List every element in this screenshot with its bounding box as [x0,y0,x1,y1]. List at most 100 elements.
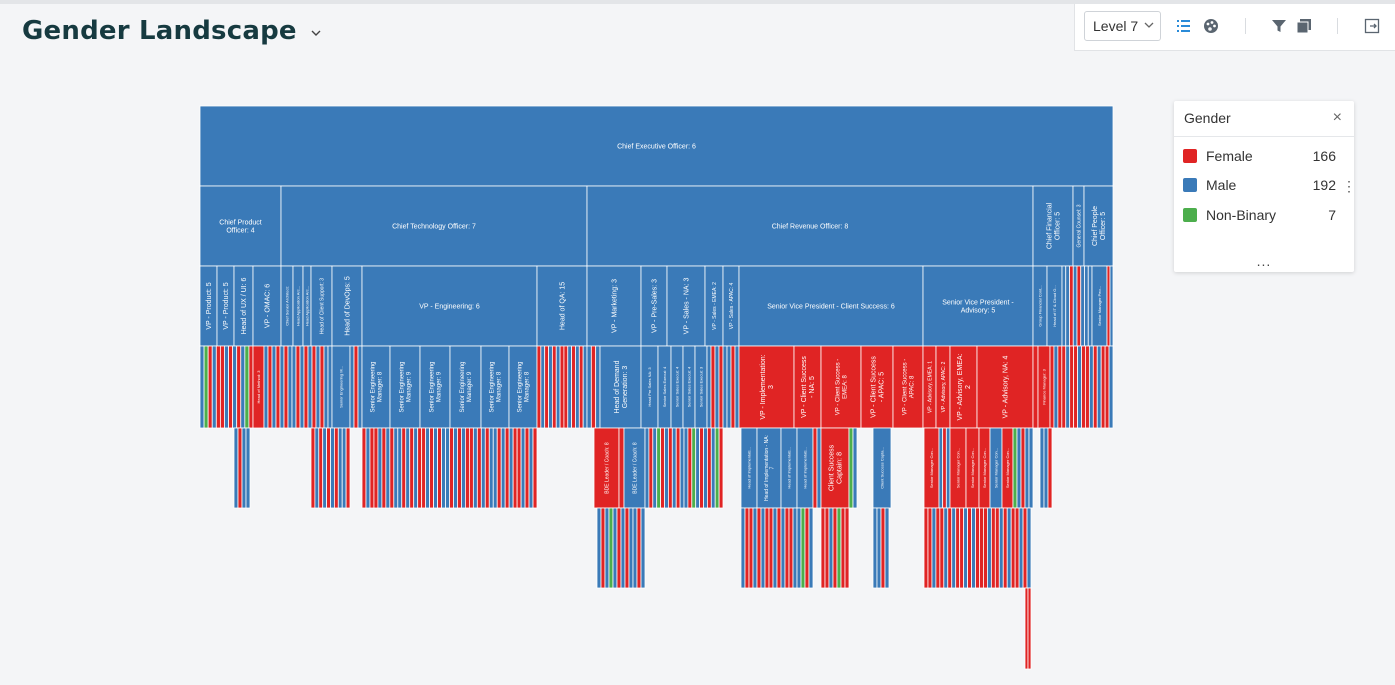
employee-leaf[interactable] [326,427,331,509]
employee-leaf[interactable] [496,427,502,509]
treemap-node-cto[interactable] [280,185,588,267]
employee-leaf[interactable] [484,427,490,509]
employee-leaf[interactable] [640,507,646,589]
employee-leaf[interactable] [935,507,941,589]
treemap-node-cfo[interactable] [1032,185,1074,267]
employee-leaf[interactable] [979,507,984,589]
treemap-node-vp-client-success-emea[interactable] [820,345,862,429]
employee-leaf[interactable] [1006,507,1012,589]
employee-leaf[interactable] [722,345,728,429]
employee-leaf[interactable] [987,507,992,589]
employee-leaf[interactable] [389,427,395,509]
employee-leaf[interactable] [1027,587,1032,670]
employee-leaf[interactable] [656,427,662,509]
employee-leaf[interactable] [322,427,328,509]
employee-leaf[interactable] [1084,265,1089,347]
treemap-node-vp-client-success-apac-5[interactable] [860,345,894,429]
layers-icon[interactable] [1295,17,1313,35]
employee-leaf[interactable] [421,427,427,509]
employee-leaf[interactable] [241,427,247,509]
employee-leaf[interactable] [1032,345,1039,429]
employee-leaf[interactable] [959,507,965,589]
employee-leaf[interactable] [668,427,673,509]
employee-leaf[interactable] [1087,265,1093,347]
employee-leaf[interactable] [687,427,693,509]
treemap-node-head-qa[interactable] [536,265,588,347]
employee-leaf[interactable] [616,507,622,589]
export-icon[interactable] [1363,17,1381,35]
employee-leaf[interactable] [820,507,826,589]
employee-leaf[interactable] [548,345,553,429]
employee-leaf[interactable] [748,507,754,589]
employee-leaf[interactable] [792,507,798,589]
employee-leaf[interactable] [718,345,724,429]
employee-leaf[interactable] [812,427,818,509]
employee-leaf[interactable] [998,507,1004,589]
employee-leaf[interactable] [492,427,498,509]
employee-leaf[interactable] [1014,507,1020,589]
employee-leaf[interactable] [1061,265,1067,347]
employee-leaf[interactable] [710,345,716,429]
employee-leaf[interactable] [1047,427,1053,509]
employee-leaf[interactable] [675,427,681,509]
employee-leaf[interactable] [1065,265,1070,347]
employee-leaf[interactable] [967,507,972,589]
employee-leaf[interactable] [632,507,638,589]
employee-leaf[interactable] [267,345,273,429]
treemap-node-vp-sales-na[interactable] [666,265,706,347]
employee-leaf[interactable] [295,345,301,429]
employee-leaf[interactable] [319,345,325,429]
employee-leaf[interactable] [413,427,419,509]
employee-leaf[interactable] [369,427,375,509]
employee-leaf[interactable] [938,427,944,509]
employee-leaf[interactable] [1043,427,1049,509]
employee-leaf[interactable] [784,507,790,589]
employee-leaf[interactable] [596,507,602,589]
employee-leaf[interactable] [540,345,546,429]
employee-leaf[interactable] [612,507,618,589]
employee-leaf[interactable] [927,507,933,589]
employee-leaf[interactable] [600,507,606,589]
employee-leaf[interactable] [532,427,538,509]
employee-leaf[interactable] [361,427,367,509]
employee-leaf[interactable] [476,427,482,509]
employee-leaf[interactable] [571,345,576,429]
employee-leaf[interactable] [703,427,708,509]
employee-leaf[interactable] [586,345,592,429]
employee-leaf[interactable] [1072,265,1078,347]
legend-item-female[interactable]: Female 166 [1183,146,1343,166]
employee-leaf[interactable] [310,427,316,509]
employee-leaf[interactable] [1016,427,1022,509]
employee-leaf[interactable] [840,507,846,589]
employee-leaf[interactable] [876,507,882,589]
legend-item-non-binary[interactable]: Non-Binary 7 [1183,205,1343,225]
employee-leaf[interactable] [468,427,474,509]
employee-leaf[interactable] [224,345,229,429]
employee-leaf[interactable] [236,345,242,429]
employee-leaf[interactable] [341,427,347,509]
employee-leaf[interactable] [945,427,951,509]
employee-leaf[interactable] [1088,345,1094,429]
employee-leaf[interactable] [884,507,890,589]
treemap-node-vp-client-success-apac-8[interactable] [892,345,924,429]
treemap-node-vp-marketing[interactable] [586,265,642,347]
employee-leaf[interactable] [449,427,454,509]
employee-leaf[interactable] [1104,345,1110,429]
employee-leaf[interactable] [848,427,854,509]
employee-leaf[interactable] [1106,265,1111,347]
employee-leaf[interactable] [1061,345,1067,429]
employee-leaf[interactable] [397,427,403,509]
employee-leaf[interactable] [551,345,557,429]
employee-leaf[interactable] [315,345,321,429]
employee-leaf[interactable] [1022,507,1028,589]
employee-leaf[interactable] [575,345,580,429]
employee-leaf[interactable] [706,345,712,429]
employee-leaf[interactable] [740,507,746,589]
treemap-node-head-devops[interactable] [331,265,363,347]
employee-leaf[interactable] [393,427,399,509]
employee-leaf[interactable] [796,507,802,589]
employee-leaf[interactable] [555,345,561,429]
employee-leaf[interactable] [488,427,494,509]
employee-leaf[interactable] [994,507,1000,589]
close-icon[interactable]: × [1332,109,1342,126]
